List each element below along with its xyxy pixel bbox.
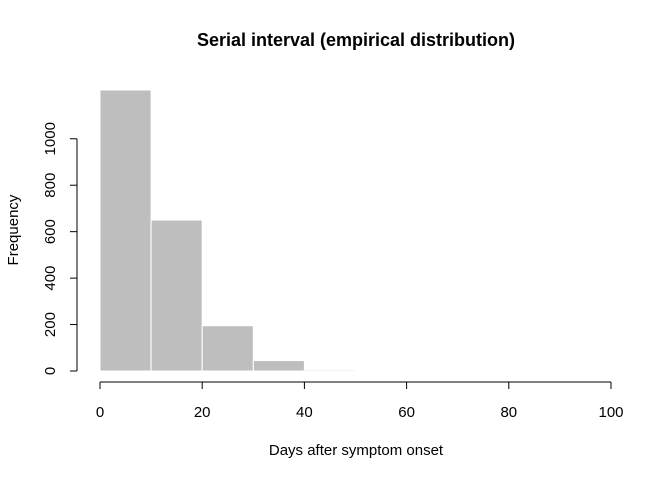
histogram-bar [201,325,254,372]
y-tick-label: 1000 [42,122,59,155]
x-tick-label: 60 [398,404,415,421]
y-tick-label: 400 [42,266,59,291]
x-tick-label: 40 [296,404,313,421]
y-tick-label: 0 [42,367,59,375]
y-tick-label: 800 [42,173,59,198]
x-axis-ticks: 0 20 40 60 80 100 [96,382,624,421]
histogram-bar [252,360,305,372]
x-axis-label: Days after symptom onset [269,442,444,459]
x-tick-label: 0 [96,404,104,421]
histogram-bar [99,89,152,372]
bars-group [99,89,356,372]
x-tick-label: 20 [194,404,211,421]
y-tick-label: 200 [42,312,59,337]
x-tick-label: 80 [500,404,517,421]
chart-title: Serial interval (empirical distribution) [197,30,515,50]
y-axis-label: Frequency [5,194,22,265]
histogram-bar [150,219,203,372]
histogram-bar [303,369,356,372]
y-axis-ticks: 0 200 400 600 800 1000 [42,122,77,375]
y-tick-label: 600 [42,219,59,244]
x-tick-label: 100 [598,404,623,421]
